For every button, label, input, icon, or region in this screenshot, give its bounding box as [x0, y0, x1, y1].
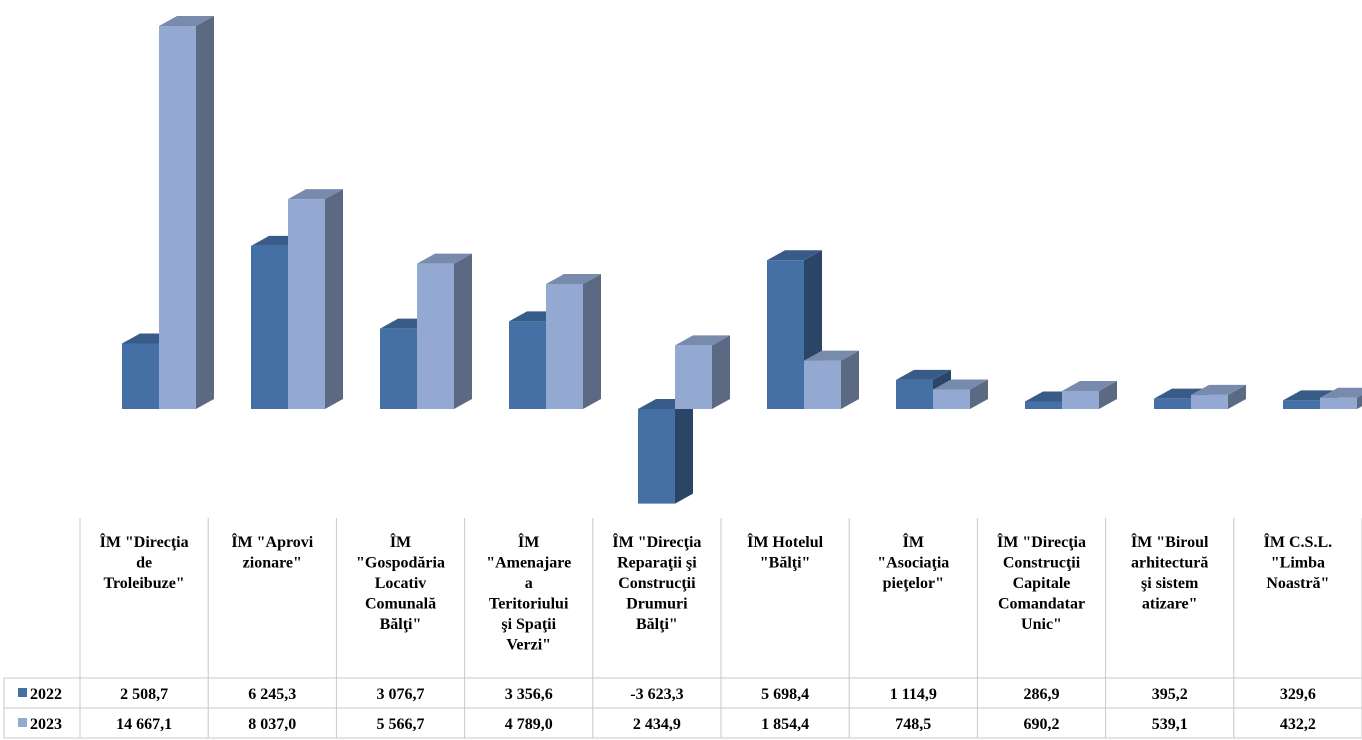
bar-top [675, 335, 730, 346]
category-label-1: ÎM "Direcţia de Troleibuze" [100, 532, 189, 592]
bar-top [1320, 387, 1362, 398]
bar-front [251, 245, 288, 409]
category-label-3: ÎM "Gospodăria Locativ Comunală Bălţi" [356, 532, 445, 633]
bar-top [546, 273, 601, 284]
category-label-5: ÎM "Direcţia Reparaţii şi Construcţii Drumu… [612, 532, 701, 633]
bar-2023-8 [1062, 380, 1117, 409]
data-label-2022-3: 3 076,7 [377, 686, 425, 703]
bar-side [196, 16, 214, 409]
bar-front [675, 345, 712, 409]
legend-key-2023 [18, 718, 27, 727]
data-label-2022-10: 329,6 [1280, 686, 1316, 703]
legend-key-2022 [18, 688, 27, 697]
data-label-2023-10: 432,2 [1280, 716, 1316, 733]
bar-front [896, 379, 933, 409]
data-label-2022-6: 5 698,4 [761, 686, 809, 703]
bar-2023-10 [1320, 387, 1362, 409]
bar-2023-6 [804, 350, 859, 409]
category-label-10: ÎM C.S.L. "Limba Noastră" [1264, 532, 1332, 592]
data-label-2022-9: 395,2 [1152, 686, 1188, 703]
data-label-2023-1: 14 667,1 [116, 716, 172, 733]
bar-top [159, 16, 214, 26]
bar-2023-1 [159, 16, 214, 409]
bar-top [1191, 384, 1246, 395]
bar-front [546, 283, 583, 409]
bar-top [933, 379, 988, 390]
bar-side [712, 335, 730, 409]
bar-2023-9 [1191, 384, 1246, 409]
bar-front [509, 321, 546, 409]
data-label-2022-2: 6 245,3 [248, 686, 296, 703]
data-label-2023-7: 748,5 [895, 716, 931, 733]
bar-2023-7 [933, 379, 988, 409]
category-label-9: ÎM "Biroul arhitectură şi sistem atizare" [1131, 532, 1209, 613]
bar-front [1025, 401, 1062, 409]
bar-side [1228, 384, 1246, 409]
data-label-2023-2: 8 037,0 [248, 716, 296, 733]
bar-side [970, 379, 988, 409]
bar-side [325, 189, 343, 409]
bar-side [1099, 380, 1117, 409]
bar-front [380, 328, 417, 409]
bar-side [583, 273, 601, 409]
bar-top [417, 253, 472, 264]
bar-front [1320, 397, 1357, 409]
data-label-2022-5: -3 623,3 [630, 686, 683, 703]
data-label-2023-3: 5 566,7 [377, 716, 425, 733]
legend-label-2023: 2023 [30, 716, 62, 733]
category-label-2: ÎM "Aprovi zionare" [231, 532, 313, 572]
bar-front [767, 260, 804, 409]
bar-2023-4 [546, 273, 601, 409]
bar-side [675, 399, 693, 504]
bars-layer [122, 16, 1362, 504]
category-label-7: ÎM "Asociaţia pieţelor" [877, 532, 949, 592]
bar-side [454, 253, 472, 409]
bar-front [288, 199, 325, 409]
bar-front [417, 263, 454, 409]
bar-front [122, 343, 159, 409]
bar-front [933, 389, 970, 409]
data-label-2023-6: 1 854,4 [761, 716, 809, 733]
bar-top [804, 350, 859, 361]
bar-front [159, 26, 196, 409]
data-label-2023-4: 4 789,0 [505, 716, 553, 733]
bar-side [1357, 394, 1362, 409]
data-label-2023-9: 539,1 [1152, 716, 1188, 733]
data-label-2022-4: 3 356,6 [505, 686, 553, 703]
bar-2023-2 [288, 189, 343, 409]
category-label-8: ÎM "Direcţia Construcţii Capitale Comandata… [997, 532, 1086, 633]
bar-2023-5 [675, 335, 730, 409]
bar-2022-5 [638, 399, 693, 504]
bar-front [638, 409, 675, 504]
bar-front [1062, 390, 1099, 409]
data-label-2022-1: 2 508,7 [120, 686, 168, 703]
data-label-2023-5: 2 434,9 [633, 716, 681, 733]
bar-top [767, 250, 822, 261]
bar-front [804, 360, 841, 409]
bar-top [1062, 380, 1117, 391]
bar-side [841, 350, 859, 409]
bar-front [1283, 400, 1320, 409]
data-label-2022-7: 1 114,9 [890, 686, 937, 703]
bar-top [288, 189, 343, 200]
data-table: ÎM "Direcţia de Troleibuze" ÎM "Aprovi ziona… [3, 518, 1362, 739]
bar-2023-3 [417, 253, 472, 409]
category-label-4: ÎM "Amenajare a Teritoriului şi Spaţii Verzi" [486, 532, 571, 654]
bar-front [1191, 394, 1228, 409]
legend-label-2022: 2022 [30, 686, 62, 703]
bar-front [1154, 398, 1191, 409]
category-label-6: ÎM Hotelul "Bălţi" [747, 532, 824, 572]
bar-top [896, 369, 951, 380]
data-label-2022-8: 286,9 [1024, 686, 1060, 703]
data-label-2023-8: 690,2 [1024, 716, 1060, 733]
